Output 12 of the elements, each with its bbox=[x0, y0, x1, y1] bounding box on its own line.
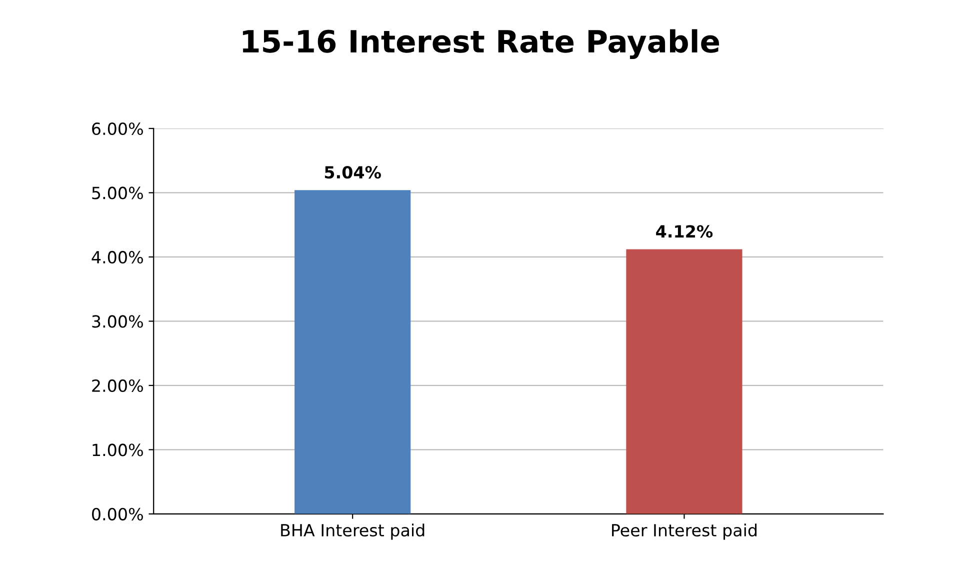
y-tick-label: 5.00% bbox=[92, 186, 143, 200]
x-tick-label: Peer Interest paid bbox=[612, 524, 757, 540]
y-tick-label: 4.00% bbox=[92, 250, 143, 264]
data-label: 5.04% bbox=[324, 166, 381, 179]
y-tick-label: 2.00% bbox=[92, 379, 143, 392]
y-tick-label: 0.00% bbox=[92, 508, 143, 520]
y-tick-label: 6.00% bbox=[92, 122, 143, 136]
y-tick-label: 3.00% bbox=[92, 315, 143, 328]
x-tick-label: BHA Interest paid bbox=[281, 524, 424, 540]
data-label: 4.12% bbox=[656, 225, 713, 238]
chart-title: 15-16 Interest Rate Payable bbox=[242, 29, 720, 60]
y-tick-label: 1.00% bbox=[92, 444, 143, 456]
